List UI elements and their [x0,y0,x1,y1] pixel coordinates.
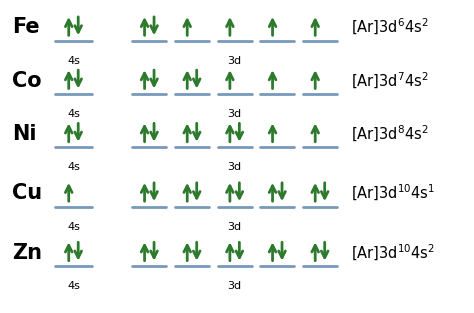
Text: $\mathregular{[Ar]3d^{10}4s^{2}}$: $\mathregular{[Ar]3d^{10}4s^{2}}$ [351,243,435,263]
Text: $\mathregular{[Ar]3d^{7}4s^{2}}$: $\mathregular{[Ar]3d^{7}4s^{2}}$ [351,70,428,91]
Text: 4s: 4s [67,281,80,291]
Text: Cu: Cu [12,183,42,203]
Text: $\mathregular{[Ar]3d^{10}4s^{1}}$: $\mathregular{[Ar]3d^{10}4s^{1}}$ [351,183,435,203]
Text: 4s: 4s [67,222,80,232]
Text: $\mathregular{[Ar]3d^{8}4s^{2}}$: $\mathregular{[Ar]3d^{8}4s^{2}}$ [351,124,428,144]
Text: Co: Co [12,71,42,90]
Text: 3d: 3d [228,109,242,119]
Text: $\mathregular{[Ar]3d^{6}4s^{2}}$: $\mathregular{[Ar]3d^{6}4s^{2}}$ [351,17,428,38]
Text: Ni: Ni [12,124,36,144]
Text: 4s: 4s [67,162,80,172]
Text: 4s: 4s [67,56,80,66]
Text: Fe: Fe [12,18,39,37]
Text: Zn: Zn [12,243,42,263]
Text: 4s: 4s [67,109,80,119]
Text: 3d: 3d [228,281,242,291]
Text: 3d: 3d [228,56,242,66]
Text: 3d: 3d [228,222,242,232]
Text: 3d: 3d [228,162,242,172]
